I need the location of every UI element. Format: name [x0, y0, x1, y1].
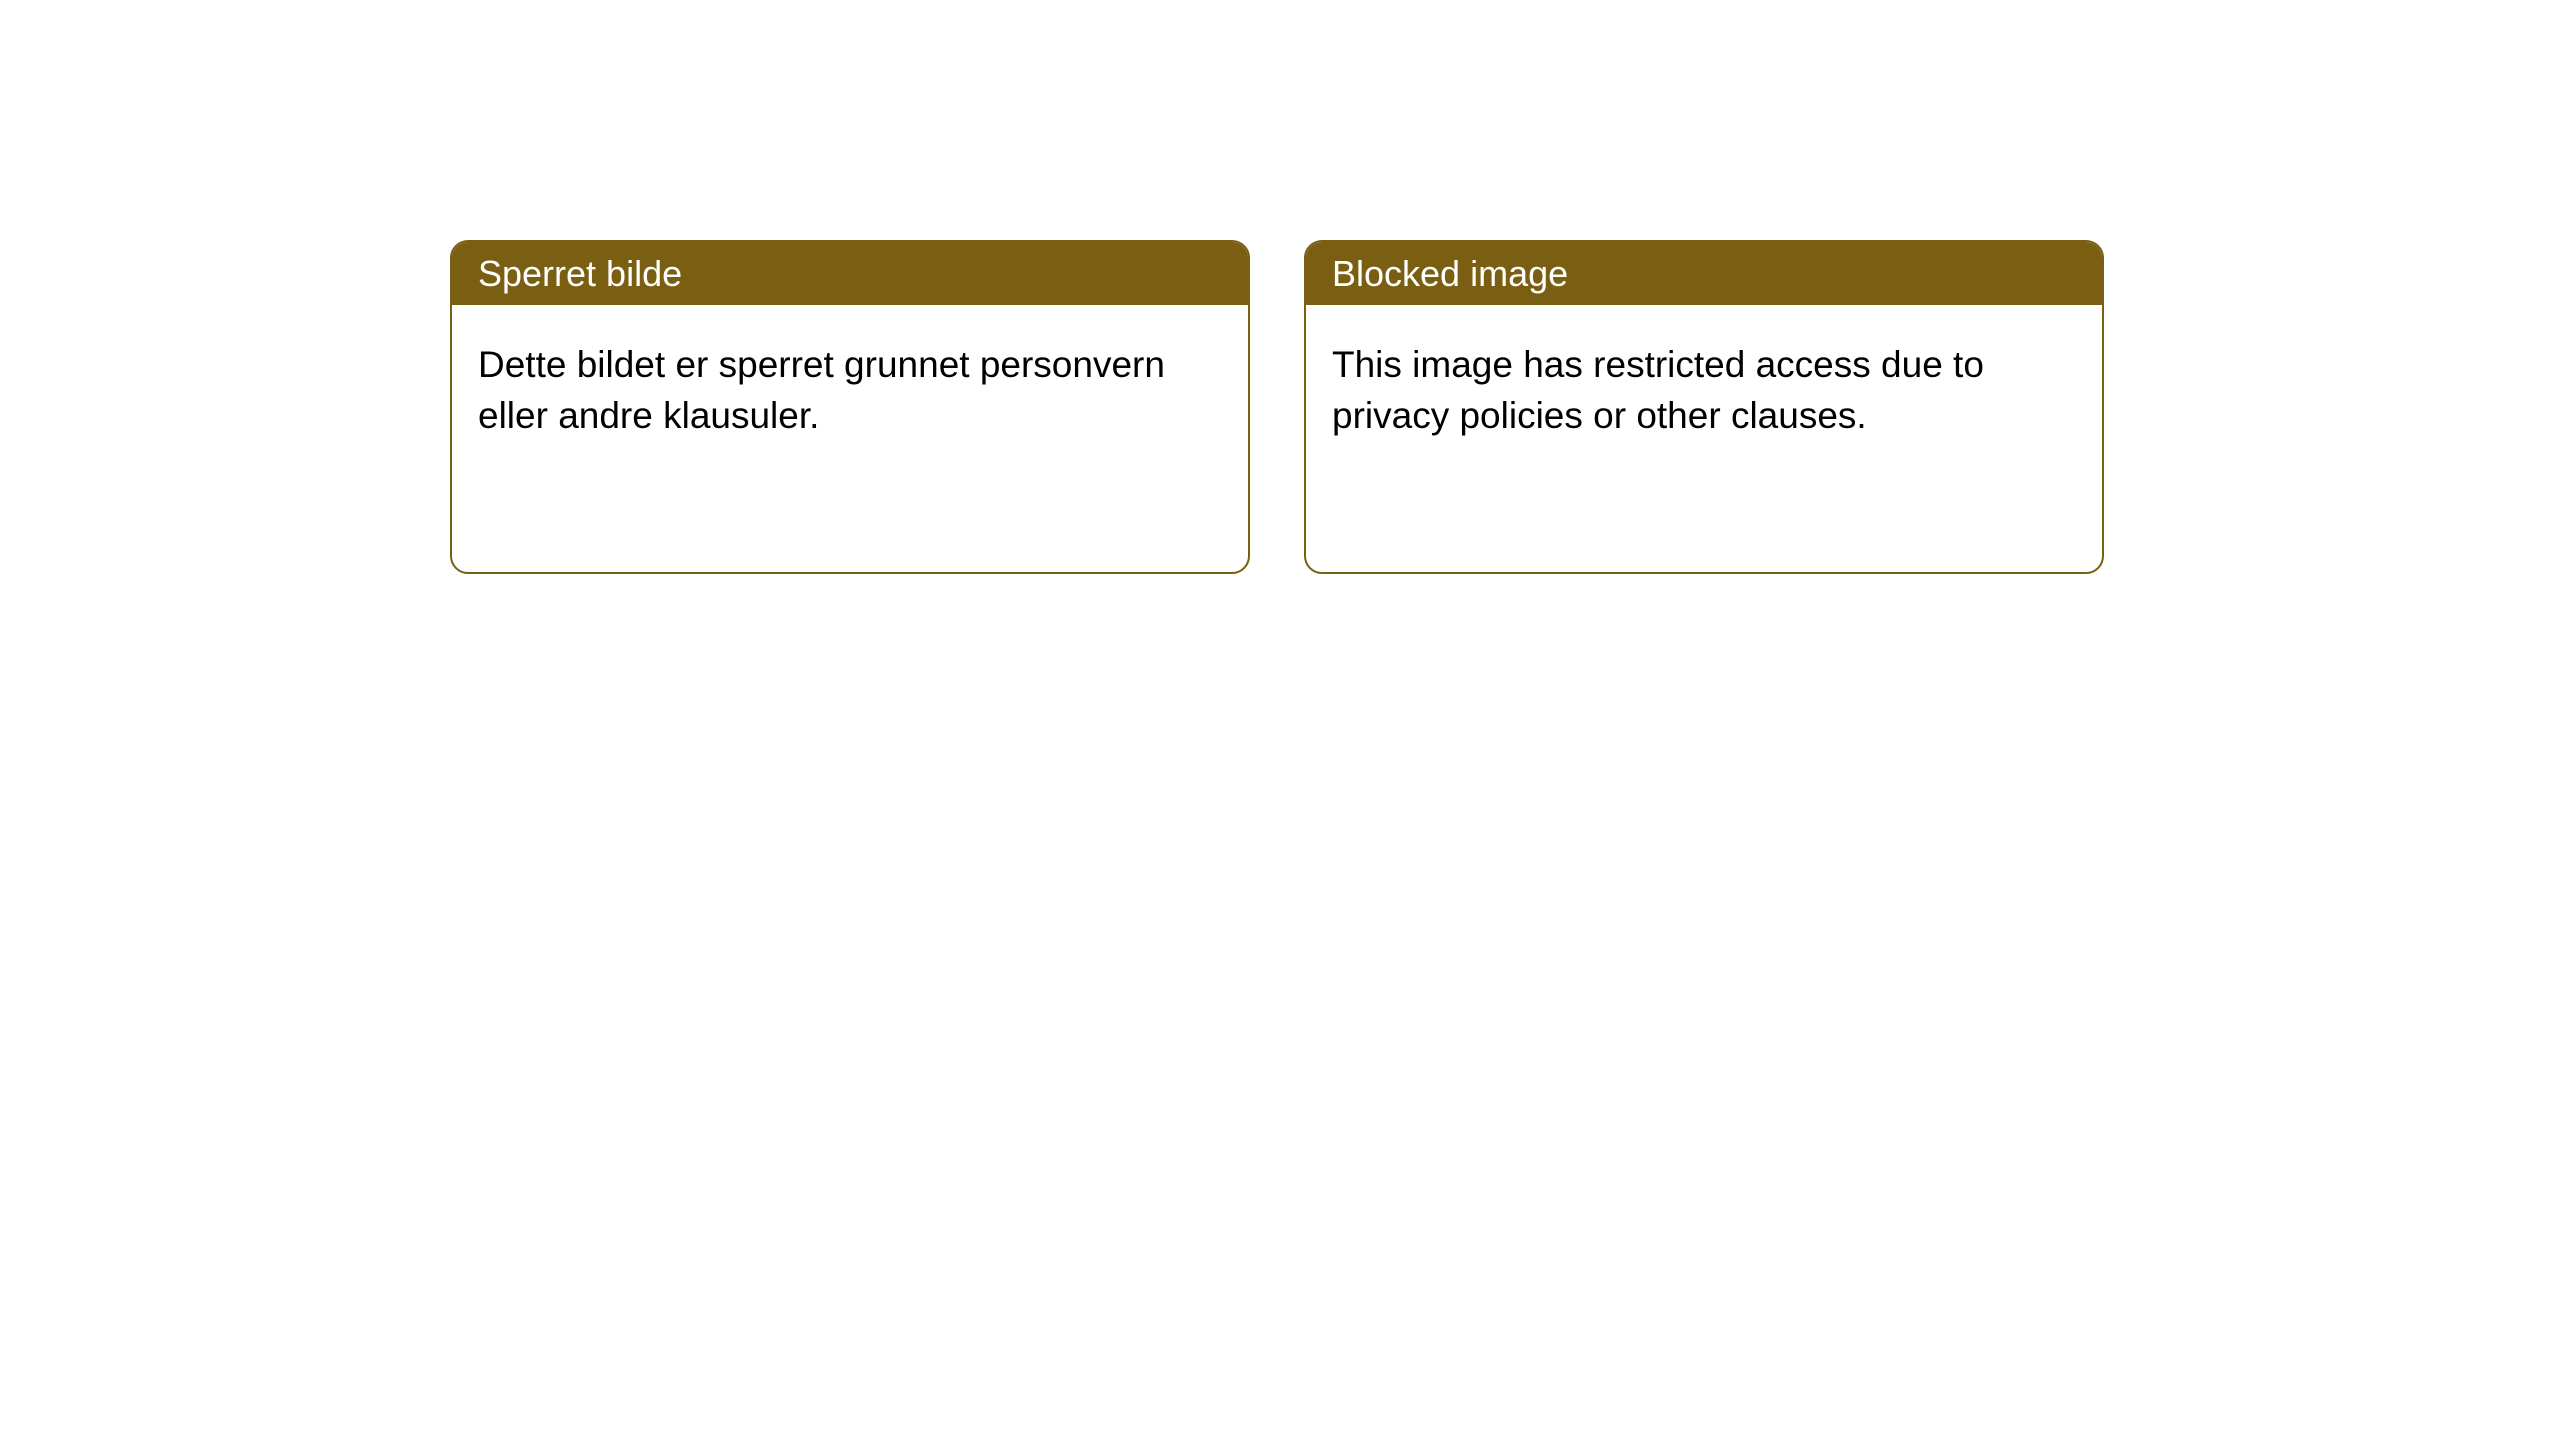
card-header: Blocked image — [1306, 242, 2102, 305]
notice-card-norwegian: Sperret bilde Dette bildet er sperret gr… — [450, 240, 1250, 574]
card-body-text: This image has restricted access due to … — [1332, 344, 1984, 436]
card-title: Blocked image — [1332, 253, 1568, 294]
notice-card-english: Blocked image This image has restricted … — [1304, 240, 2104, 574]
card-body: Dette bildet er sperret grunnet personve… — [452, 305, 1248, 461]
card-header: Sperret bilde — [452, 242, 1248, 305]
card-body-text: Dette bildet er sperret grunnet personve… — [478, 344, 1165, 436]
notice-container: Sperret bilde Dette bildet er sperret gr… — [0, 0, 2560, 574]
card-body: This image has restricted access due to … — [1306, 305, 2102, 461]
card-title: Sperret bilde — [478, 253, 682, 294]
